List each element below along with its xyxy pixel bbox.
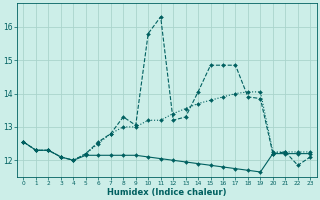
X-axis label: Humidex (Indice chaleur): Humidex (Indice chaleur) [107, 188, 227, 197]
